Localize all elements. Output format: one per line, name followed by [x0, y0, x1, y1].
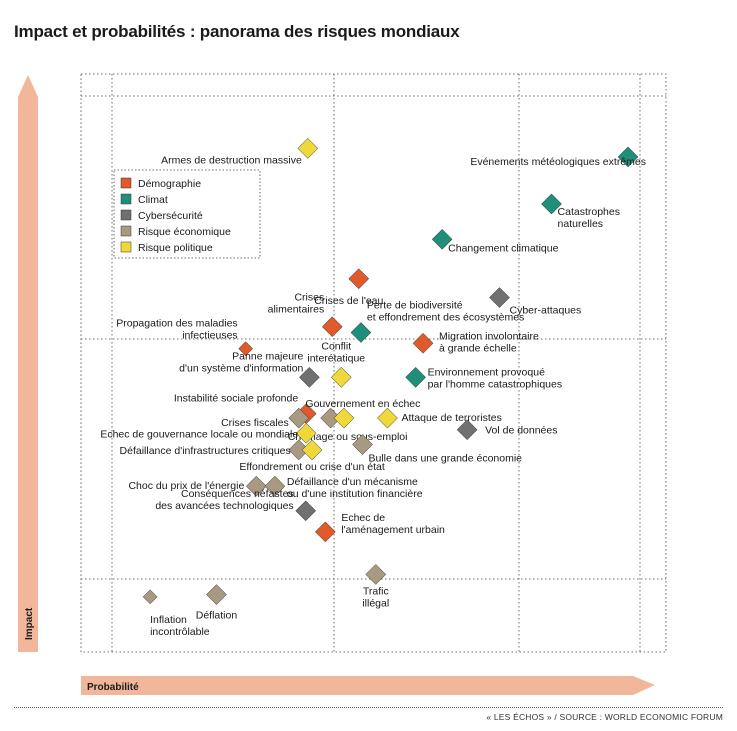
legend-label-pol: Risque politique: [138, 242, 213, 254]
data-point[interactable]: [431, 228, 453, 250]
data-point-label: Bulle dans une grande économie: [369, 453, 523, 465]
data-point-label: Catastrophes naturelles: [558, 206, 620, 230]
data-point[interactable]: [541, 193, 562, 215]
data-point-label: Crises de l'eau: [314, 295, 383, 307]
data-point[interactable]: [365, 564, 387, 585]
legend-swatch-climat: [120, 193, 132, 205]
legend-label-climat: Climat: [138, 194, 168, 206]
data-point-label: Perte de biodiversité et effondrement des…: [367, 300, 524, 324]
data-point-label: Vol de données: [485, 425, 557, 437]
data-point[interactable]: [206, 584, 227, 605]
data-point[interactable]: [350, 322, 372, 343]
chart-title: Impact et probabilités : panorama des ri…: [14, 22, 460, 41]
data-point-label: Gouvernement en échec: [305, 398, 420, 410]
data-point[interactable]: [348, 268, 370, 290]
data-point[interactable]: [333, 407, 355, 429]
data-point[interactable]: [297, 138, 319, 159]
data-point[interactable]: [377, 407, 398, 429]
data-point-label: Chômage ou sous-emploi: [288, 431, 408, 443]
legend-swatch-eco: [120, 225, 132, 237]
x-axis-arrow: [81, 676, 655, 695]
data-points: Armes de destruction massive Evénements m…: [100, 138, 646, 638]
data-point-label: Déflation: [196, 610, 238, 622]
data-point-label: Echec de gouvernance locale ou mondiale: [100, 428, 298, 440]
data-point-label: Inflation incontrôlable: [150, 614, 210, 638]
data-point[interactable]: [295, 500, 317, 522]
legend: Démographie Climat Cybersécurité Risque éco…: [113, 169, 261, 259]
legend-swatch-cyber: [120, 209, 132, 221]
data-point[interactable]: [405, 366, 426, 388]
data-point-label: Propagation des maladies infectieuses: [116, 318, 237, 342]
source-credit: « LES ÉCHOS » / SOURCE : WORLD ECONOMIC …: [486, 712, 723, 722]
data-point-label: Crises fiscales: [221, 417, 289, 429]
data-point-label: Défaillance d'infrastructures critiques: [120, 445, 291, 457]
data-point-label: Environnement provoqué par l'homme catast…: [428, 366, 562, 390]
data-point[interactable]: [321, 316, 343, 338]
data-point-label: Migration involontaire à grande échelle: [439, 330, 539, 354]
data-point-label: Effondrement ou crise d'un état: [239, 461, 384, 473]
data-point-label: Panne majeure d'un système d'information: [179, 350, 303, 374]
data-point[interactable]: [489, 287, 510, 308]
footer-divider: [14, 707, 723, 708]
legend-box: [113, 169, 261, 259]
data-point[interactable]: [352, 434, 373, 455]
data-point-label: Instabilité sociale profonde: [174, 393, 298, 405]
data-point[interactable]: [314, 521, 336, 543]
legend-swatch-pol: [120, 241, 132, 253]
y-axis-arrow: [18, 75, 38, 652]
legend-label-eco: Risque économique: [138, 226, 231, 238]
data-point-label: Choc du prix de l'énergie: [128, 480, 244, 492]
legend-label-demo: Démographie: [138, 178, 201, 190]
y-axis-label: Impact: [24, 607, 35, 640]
data-point-label: Echec de l'aménagement urbain: [341, 512, 445, 536]
data-point[interactable]: [288, 407, 310, 429]
data-point[interactable]: [264, 475, 286, 497]
data-point[interactable]: [238, 341, 254, 357]
data-point[interactable]: [617, 146, 639, 168]
data-point-label: Conséquences néfastes des avancées techno…: [155, 488, 293, 512]
data-point[interactable]: [456, 419, 478, 441]
data-point-label: Défaillance d'un mécanisme ou d'une insti…: [287, 476, 423, 500]
data-point-label: Cyber-attaques: [509, 305, 581, 317]
legend-label-cyber: Cybersécurité: [138, 210, 203, 222]
data-point[interactable]: [301, 439, 323, 461]
data-point[interactable]: [330, 366, 352, 388]
data-point[interactable]: [245, 475, 267, 497]
data-point[interactable]: [142, 589, 158, 605]
data-point-label: Attaque de terroristes: [401, 412, 501, 424]
legend-swatch-demo: [120, 177, 132, 189]
data-point[interactable]: [295, 422, 317, 444]
x-axis-label: Probabilité: [87, 682, 139, 693]
data-point[interactable]: [412, 332, 434, 354]
data-point-label: Armes de destruction massive: [161, 154, 302, 166]
data-point-label: Changement climatique: [448, 242, 558, 254]
data-point-label: Conflit interétatique: [307, 340, 365, 364]
data-point-label: Crises alimentaires: [268, 292, 325, 316]
data-point[interactable]: [299, 366, 320, 388]
data-point-label: Trafic illégal: [362, 585, 389, 609]
data-point-label: Evénements météologiques extrêmes: [470, 156, 646, 168]
